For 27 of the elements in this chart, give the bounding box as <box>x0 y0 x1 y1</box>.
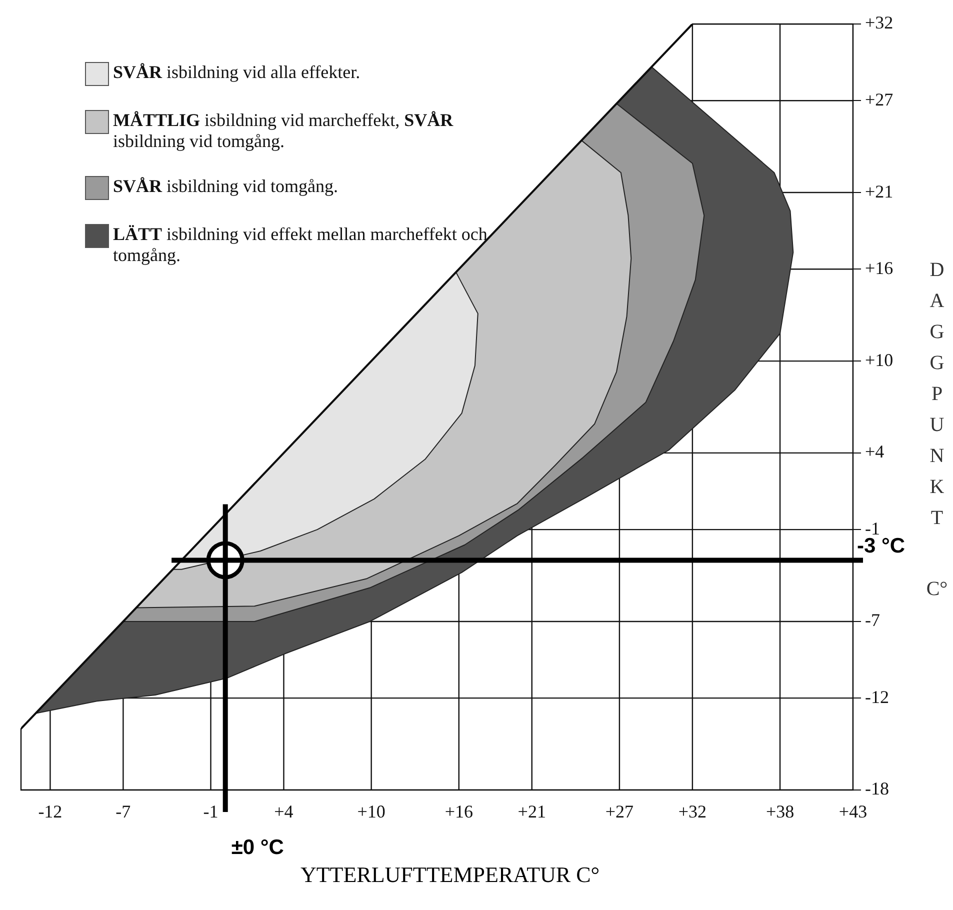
y-tick-label: +4 <box>865 442 884 462</box>
x-tick-label: +4 <box>274 802 294 822</box>
text: MÅTTLIG isbildning vid marcheffekt, SVÅR isbildning vid tomgång. <box>113 110 454 151</box>
x-tick-label: +27 <box>605 802 634 822</box>
x-tick-label: +21 <box>518 802 546 822</box>
x-tick-label: +38 <box>766 802 794 822</box>
y-tick-label: -18 <box>865 778 889 799</box>
text: LÄTT isbildning vid effekt mellan marcheffekt och tomgång. <box>113 224 488 265</box>
y-tick-label: -12 <box>865 686 889 707</box>
legend-label: SVÅR isbildning vid alla effekter. <box>113 62 360 82</box>
x-tick-label: +32 <box>678 802 707 822</box>
y-tick-label: +21 <box>865 181 894 202</box>
y-tick-label: +32 <box>865 12 894 33</box>
y-tick-label: -7 <box>865 610 880 630</box>
x-tick-label: +16 <box>444 802 473 822</box>
y-tick-label: +27 <box>865 89 894 110</box>
x-tick-label: -1 <box>203 802 218 822</box>
y-tick-label: +10 <box>865 350 894 370</box>
legend-label: SVÅR isbildning vid tomgång. <box>113 176 338 196</box>
x-tick-label: -7 <box>116 802 131 822</box>
text: DAGGPUNKT C° <box>926 259 948 600</box>
y-tick-label: +16 <box>865 258 894 278</box>
ref-line-label: ±0 °C <box>231 836 284 859</box>
x-tick-label: -12 <box>38 802 62 822</box>
x-axis-title: YTTERLUFTTEMPERATUR C° <box>299 862 601 888</box>
x-tick-label: +10 <box>357 802 386 822</box>
x-tick-label: +43 <box>838 802 868 822</box>
